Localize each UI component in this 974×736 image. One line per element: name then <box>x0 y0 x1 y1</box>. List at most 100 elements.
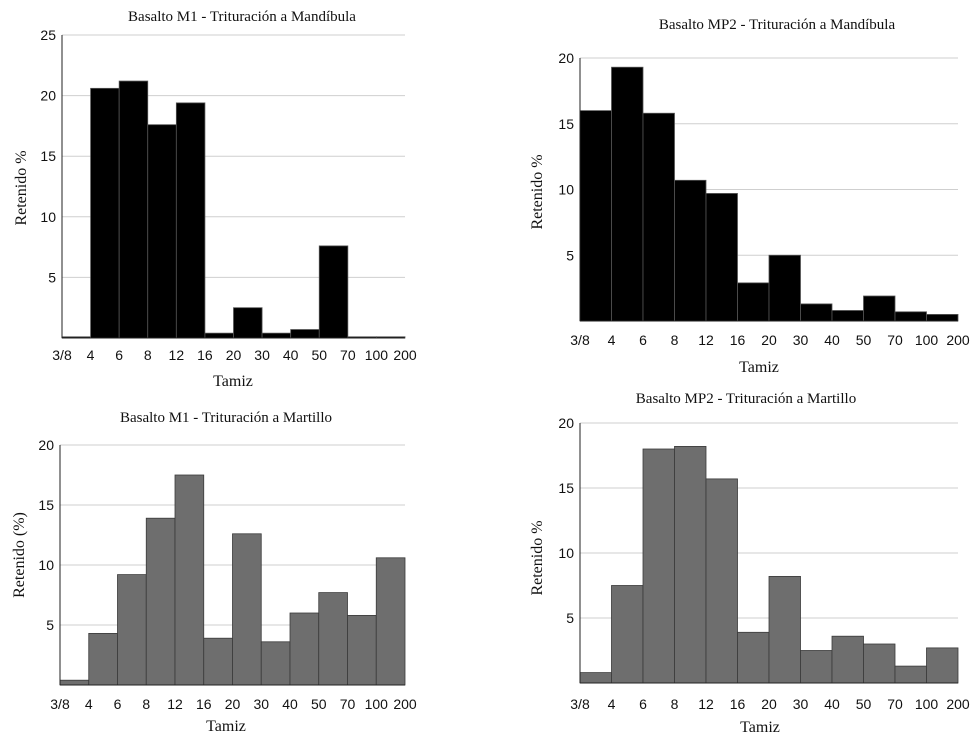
chart-panel-m1-mandibula: Basalto M1 - Trituración a Mandíbula 3/8… <box>0 0 440 392</box>
bar <box>863 643 896 684</box>
x-tick-label: 200 <box>393 696 417 712</box>
bar <box>175 102 206 339</box>
x-tick-label: 4 <box>85 696 93 712</box>
x-tick-label: 30 <box>253 696 269 712</box>
x-tick-label: 70 <box>340 347 356 363</box>
x-tick-label: 12 <box>698 696 714 712</box>
x-tick-label: 12 <box>167 696 183 712</box>
x-tick-label: 200 <box>946 332 970 348</box>
y-tick-label: 10 <box>558 182 574 198</box>
bar <box>705 478 738 684</box>
bar <box>145 517 176 686</box>
x-tick-label: 40 <box>824 332 840 348</box>
bar <box>318 592 348 686</box>
x-axis-label: Tamiz <box>206 718 246 735</box>
x-tick-label: 50 <box>311 347 327 363</box>
bar <box>579 110 612 322</box>
x-tick-label: 8 <box>144 347 152 363</box>
bar <box>203 637 233 686</box>
bar <box>705 193 738 322</box>
bar <box>674 446 707 684</box>
bar <box>260 641 291 686</box>
x-tick-label: 50 <box>856 696 872 712</box>
x-tick-label: 8 <box>142 696 150 712</box>
chart-svg: Basalto M1 - Trituración a Mandíbula 3/8… <box>13 9 417 390</box>
chart-title: Basalto MP2 - Trituración a Mandíbula <box>659 17 896 33</box>
bar <box>90 87 120 339</box>
y-tick-label: 15 <box>558 480 574 496</box>
bar <box>674 179 707 322</box>
bar <box>118 80 149 339</box>
x-tick-label: 16 <box>730 332 746 348</box>
x-tick-label: 100 <box>365 347 389 363</box>
x-tick-label: 4 <box>608 332 616 348</box>
bar <box>233 307 263 339</box>
bar <box>926 647 959 684</box>
y-tick-label: 10 <box>558 545 574 561</box>
y-axis-label: Retenido % <box>529 154 546 229</box>
bar <box>88 632 118 686</box>
y-tick-label: 15 <box>40 148 56 164</box>
x-tick-label: 100 <box>365 696 389 712</box>
bar <box>611 585 644 684</box>
bar <box>261 332 292 339</box>
x-tick-label: 70 <box>887 332 903 348</box>
bar <box>318 245 349 339</box>
bar <box>800 650 833 684</box>
x-tick-label: 6 <box>114 696 122 712</box>
chart-panel-mp2-mandibula: Basalto MP2 - Trituración a Mandíbula 3/… <box>510 0 974 380</box>
x-tick-label: 8 <box>671 696 679 712</box>
y-tick-label: 10 <box>40 209 56 225</box>
x-tick-label: 40 <box>282 696 298 712</box>
x-tick-label: 4 <box>608 696 616 712</box>
bar <box>579 672 612 684</box>
bar <box>289 612 320 686</box>
y-tick-label: 5 <box>566 610 574 626</box>
y-tick-label: 20 <box>558 50 574 66</box>
y-axis-label: Retenido % <box>529 520 546 595</box>
x-tick-label: 16 <box>730 696 746 712</box>
bar <box>117 574 147 686</box>
x-axis-label: Tamiz <box>740 719 780 736</box>
bar <box>737 631 770 684</box>
chart-svg: Basalto M1 - Trituración a Martillo 3/8 4… <box>11 410 417 735</box>
x-tick-label: 100 <box>915 332 939 348</box>
chart-title: Basalto MP2 - Trituración a Martillo <box>636 391 856 407</box>
bar <box>800 303 833 322</box>
y-tick-label: 5 <box>48 269 56 285</box>
x-tick-label: 3/8 <box>52 347 72 363</box>
x-tick-label: 12 <box>698 332 714 348</box>
x-tick-label: 12 <box>169 347 185 363</box>
bar <box>347 614 377 686</box>
bar <box>642 448 675 684</box>
y-tick-label: 25 <box>40 27 56 43</box>
x-tick-label: 20 <box>761 332 777 348</box>
x-tick-label: 40 <box>824 696 840 712</box>
bar <box>926 314 959 322</box>
x-tick-label: 30 <box>793 332 809 348</box>
x-axis-label: Tamiz <box>739 359 779 376</box>
x-tick-label: 70 <box>887 696 903 712</box>
y-tick-label: 15 <box>558 116 574 132</box>
x-tick-label: 20 <box>761 696 777 712</box>
chart-title: Basalto M1 - Trituración a Mandíbula <box>128 9 356 25</box>
bar <box>831 310 864 322</box>
bar <box>894 665 927 684</box>
x-tick-label: 8 <box>671 332 679 348</box>
x-tick-label: 20 <box>225 696 241 712</box>
chart-svg: Basalto MP2 - Trituración a Mandíbula 3/… <box>529 17 970 376</box>
bar <box>737 282 770 322</box>
bar <box>611 66 644 322</box>
y-tick-label: 5 <box>566 247 574 263</box>
x-tick-label: 30 <box>793 696 809 712</box>
bar <box>290 329 320 339</box>
x-tick-label: 50 <box>311 696 327 712</box>
x-tick-label: 6 <box>639 332 647 348</box>
y-tick-label: 10 <box>38 557 54 573</box>
y-tick-label: 20 <box>40 88 56 104</box>
bar <box>831 635 864 684</box>
chart-panel-mp2-martillo: Basalto MP2 - Trituración a Martillo 3/8… <box>510 383 974 736</box>
bar <box>642 112 675 322</box>
x-tick-label: 20 <box>226 347 242 363</box>
chart-svg: Basalto MP2 - Trituración a Martillo 3/8… <box>529 391 970 736</box>
